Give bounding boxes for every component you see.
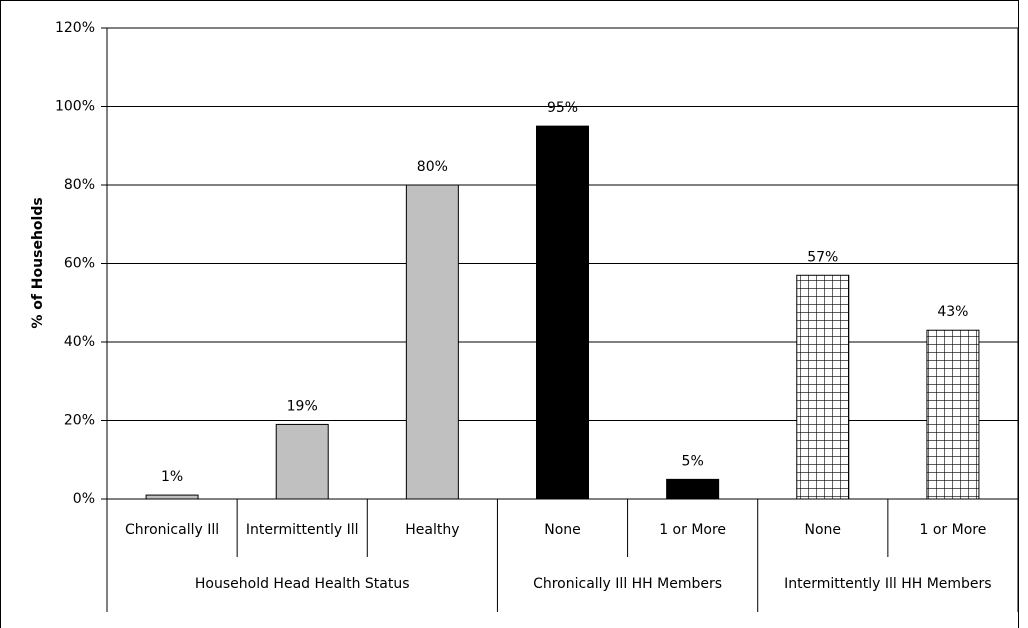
y-tick-label: 120% [55, 20, 95, 36]
data-label: 95% [547, 100, 578, 116]
y-tick-label: 80% [64, 177, 95, 193]
x-tick-label: 1 or More [659, 522, 727, 538]
bar [405, 184, 459, 500]
data-label: 19% [287, 398, 318, 414]
group-label: Intermittently Ill HH Members [784, 576, 992, 592]
data-label: 57% [807, 249, 838, 265]
group-label: Chronically Ill HH Members [533, 576, 723, 592]
bar [275, 423, 329, 500]
y-tick-label: 0% [73, 491, 95, 507]
y-tick-label: 40% [64, 334, 95, 350]
data-label: 5% [682, 453, 704, 469]
x-tick-label: None [544, 522, 581, 538]
y-axis-title: % of Households [30, 197, 46, 328]
bar [666, 478, 720, 500]
x-tick-label: None [804, 522, 842, 538]
bar [145, 494, 199, 500]
x-tick-label: Intermittently Ill [245, 522, 359, 538]
y-tick-label: 60% [64, 256, 95, 272]
bar [536, 125, 589, 500]
x-tick-label: Chronically Ill [125, 522, 220, 538]
group-label: Household Head Health Status [194, 576, 410, 592]
data-label: 80% [417, 159, 448, 175]
x-tick-label: 1 or More [919, 522, 987, 538]
x-tick-label: Healthy [405, 522, 460, 538]
bar [796, 274, 850, 500]
bar [926, 329, 980, 500]
data-label: 1% [161, 469, 183, 485]
y-tick-label: 20% [64, 413, 95, 429]
y-tick-label: 100% [55, 99, 95, 115]
data-label: 43% [937, 304, 968, 320]
